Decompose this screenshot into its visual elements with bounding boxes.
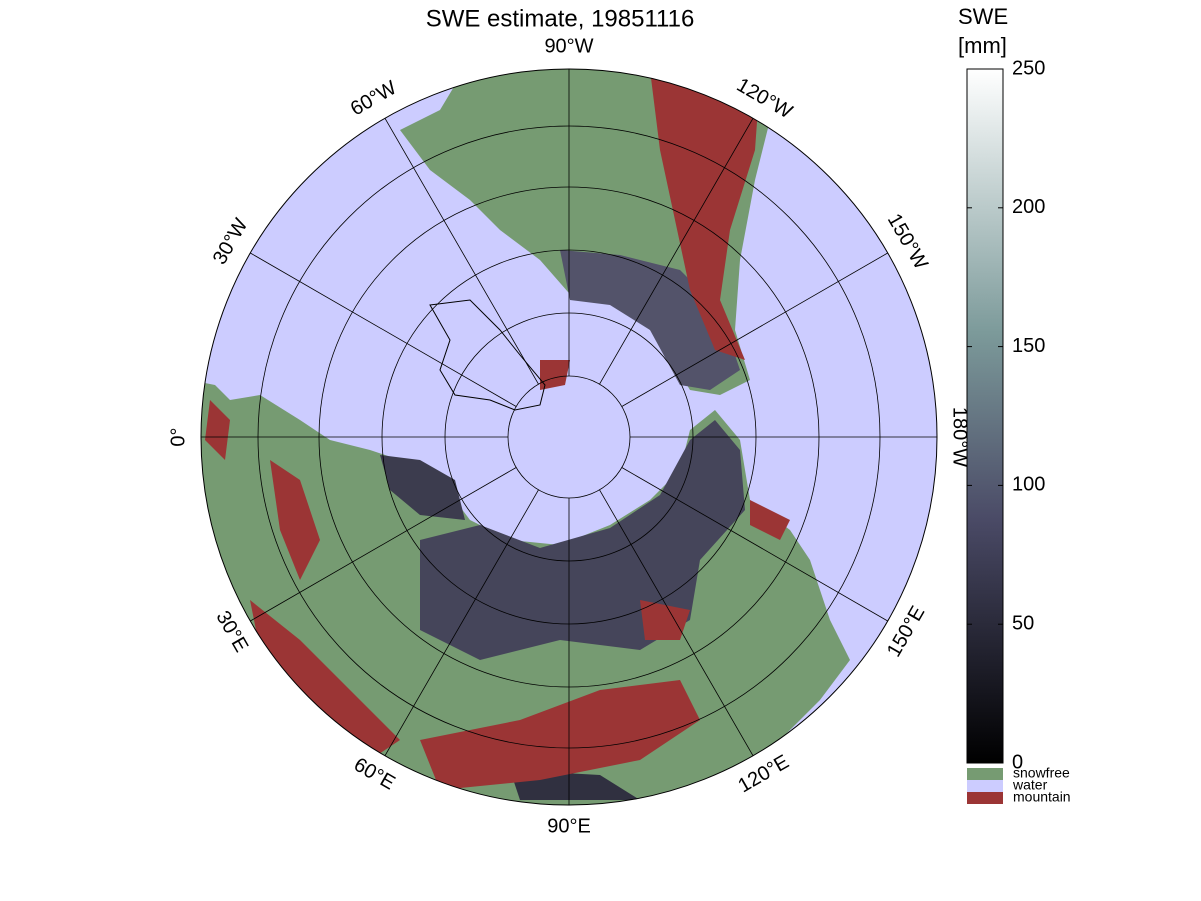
polar-map	[201, 69, 937, 805]
meridian	[384, 489, 539, 756]
legend-label: water	[1012, 777, 1048, 793]
meridian	[621, 252, 888, 407]
colorbar-tick-label: 0	[1012, 751, 1023, 773]
greenland-outline	[429, 299, 546, 411]
longitude-label: 180°W	[949, 407, 971, 467]
map-title: SWE estimate, 19851116	[426, 5, 695, 32]
colorbar-ticks: 0 50 100 150 200 250	[967, 57, 1045, 773]
longitude-label: 90°E	[547, 815, 591, 837]
colorbar-title: SWE	[958, 4, 1008, 29]
meridian	[384, 118, 539, 385]
colorbar	[966, 68, 1004, 764]
legend-swatch	[967, 768, 1003, 780]
meridian	[621, 467, 888, 622]
meridian	[599, 489, 754, 756]
colorbar-tick-label: 50	[1012, 612, 1034, 634]
legend-swatch	[967, 780, 1003, 792]
legend-label: snowfree	[1013, 765, 1070, 781]
graticule	[201, 69, 937, 805]
map-border	[200, 68, 938, 806]
colorbar-tick-label: 200	[1012, 196, 1045, 218]
snow-cover	[420, 420, 745, 660]
colorbar-tick-label: 250	[1012, 57, 1045, 79]
legend-swatch	[967, 792, 1003, 804]
colorbar-tick-label: 100	[1012, 474, 1045, 496]
longitude-label: 90°W	[544, 35, 593, 57]
snow-cover	[380, 455, 465, 520]
longitude-label: 0°	[167, 427, 189, 446]
meridian	[599, 118, 754, 385]
meridian	[250, 467, 517, 622]
mountain-areas	[205, 70, 790, 790]
legend-label: mountain	[1013, 789, 1071, 805]
colorbar-tick-label: 150	[1012, 335, 1045, 357]
meridian	[250, 252, 517, 407]
colorbar-title: [mm]	[958, 33, 1007, 58]
